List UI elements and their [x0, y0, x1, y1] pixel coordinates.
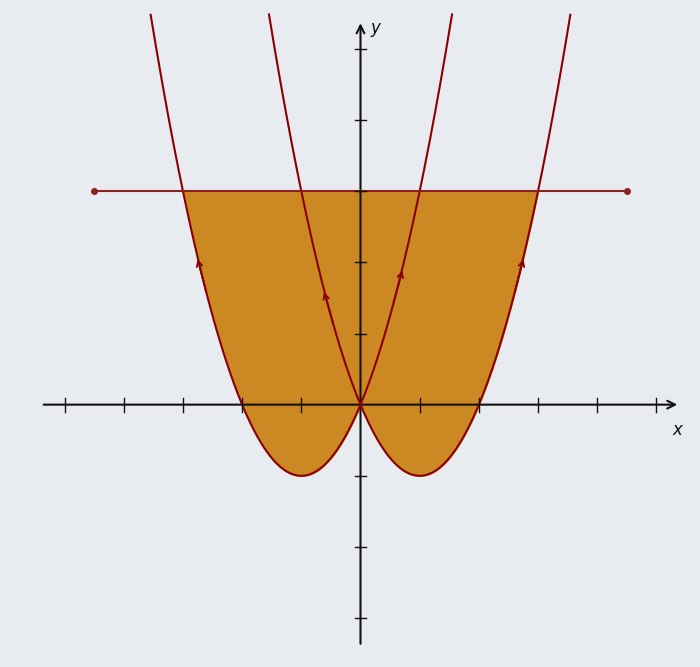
Text: x: x: [672, 421, 682, 438]
Text: y: y: [370, 19, 380, 37]
